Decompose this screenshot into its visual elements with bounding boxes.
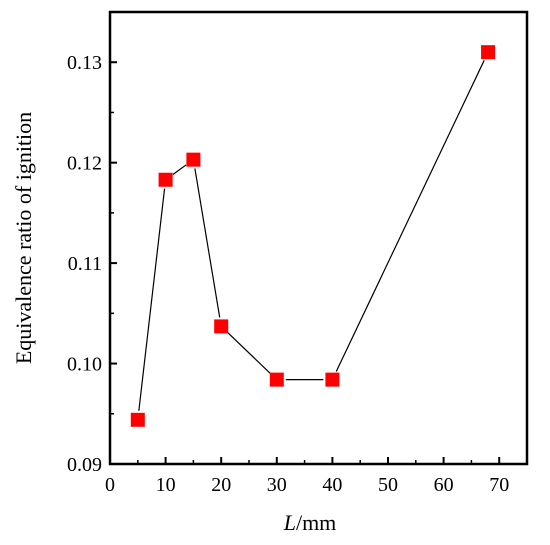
data-point-marker [130,412,145,427]
x-axis-title-unit: /mm [296,510,336,535]
data-point-marker [481,45,496,60]
series-line-segment [194,168,221,318]
data-point-marker [214,319,229,334]
x-tick-label: 10 [156,474,176,496]
data-point-marker [158,172,173,187]
x-tick-label: 0 [105,474,115,496]
y-tick-label: 0.12 [67,153,102,175]
data-point-marker [186,152,201,167]
x-axis-title: L/mm [283,510,337,535]
y-axis-title: Equivalence ratio of ignition [11,112,36,364]
y-tick-label: 0.13 [67,52,102,74]
plot-lines [138,60,485,411]
x-tick-label: 70 [489,474,509,496]
series-line-segment [172,164,187,175]
x-axis-ticks: 0 10 20 30 40 50 60 70 [105,457,509,496]
x-tick-label: 20 [211,474,231,496]
y-tick-label: 0.09 [67,454,102,476]
y-axis-ticks: 0.09 0.10 0.11 0.12 0.13 [67,52,117,476]
data-point-marker [269,372,284,387]
y-tick-label: 0.10 [67,354,102,376]
x-axis-title-variable: L [283,510,296,535]
plot-markers [130,45,496,427]
x-tick-label: 60 [434,474,454,496]
series-line-segment [138,188,166,411]
series-line-segment [227,332,271,374]
data-point-marker [325,372,340,387]
x-tick-label: 50 [378,474,398,496]
series-line-segment [335,60,485,372]
x-tick-label: 30 [267,474,287,496]
y-tick-label: 0.11 [68,253,102,275]
plot-frame [108,10,529,466]
x-tick-label: 40 [322,474,342,496]
